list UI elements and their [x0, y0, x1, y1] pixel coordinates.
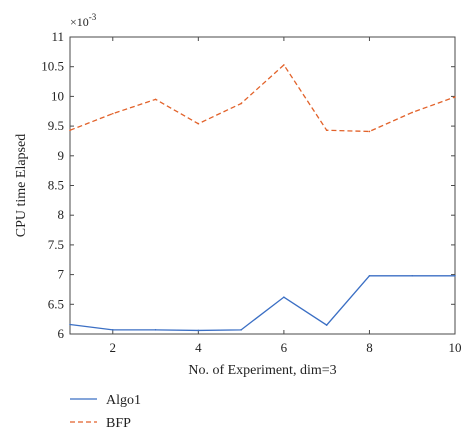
data-point-algo1 [283, 296, 285, 298]
y-tick-label: 8.5 [48, 178, 64, 193]
data-point-bfp [69, 129, 71, 132]
data-point-algo1 [240, 329, 242, 331]
x-tick-label: 6 [281, 340, 288, 355]
data-point-algo1 [197, 329, 200, 332]
y-tick-label: 7 [58, 267, 65, 282]
y-axis: 6 6.5 7 7.5 8 8.5 9 9.5 10 10.5 11 [41, 29, 455, 341]
data-point-bfp [411, 111, 414, 114]
data-point-algo1 [111, 329, 114, 331]
x-tick-label: 2 [110, 340, 117, 355]
data-point-bfp [325, 129, 328, 132]
data-point-algo1 [454, 274, 456, 277]
data-point-algo1 [69, 323, 71, 326]
y-tick-label: 9.5 [48, 118, 64, 133]
data-point-bfp [240, 102, 242, 105]
data-point-bfp [283, 64, 285, 66]
y-axis-exponent-power: -3 [89, 12, 97, 22]
y-axis-label: CPU time Elapsed [14, 134, 29, 237]
y-tick-label: 7.5 [48, 237, 64, 252]
data-point-bfp [111, 112, 114, 115]
legend: Algo1 BFP [70, 393, 141, 431]
data-point-bfp [454, 96, 456, 98]
x-tick-label: 8 [366, 340, 373, 355]
series-line-algo1 [69, 275, 455, 332]
y-axis-exponent-base: ×10 [70, 15, 89, 29]
x-axis: 2 4 6 8 10 [110, 37, 462, 355]
y-tick-label: 11 [51, 29, 64, 44]
legend-label-algo1: Algo1 [106, 393, 141, 408]
y-tick-label: 8 [58, 207, 65, 222]
x-tick-label: 10 [449, 340, 462, 355]
x-axis-label: No. of Experiment, dim=3 [188, 363, 336, 378]
data-point-algo1 [154, 329, 157, 331]
legend-label-bfp: BFP [106, 416, 131, 431]
data-point-bfp [197, 122, 200, 125]
plot-area-frame [69, 36, 456, 335]
y-tick-label: 9 [58, 148, 65, 163]
y-axis-exponent-label: ×10-3 [70, 12, 97, 29]
data-point-bfp [368, 130, 371, 133]
y-tick-label: 10.5 [41, 59, 64, 74]
data-point-algo1 [325, 324, 328, 326]
series-line-bfp [69, 63, 456, 133]
data-point-algo1 [368, 274, 371, 277]
x-tick-label: 4 [195, 340, 202, 355]
series-layer [69, 63, 456, 332]
y-tick-label: 6 [58, 326, 65, 341]
y-tick-label: 6.5 [48, 296, 64, 311]
data-point-algo1 [411, 274, 414, 277]
y-tick-label: 10 [51, 88, 64, 103]
data-point-bfp [154, 98, 157, 101]
